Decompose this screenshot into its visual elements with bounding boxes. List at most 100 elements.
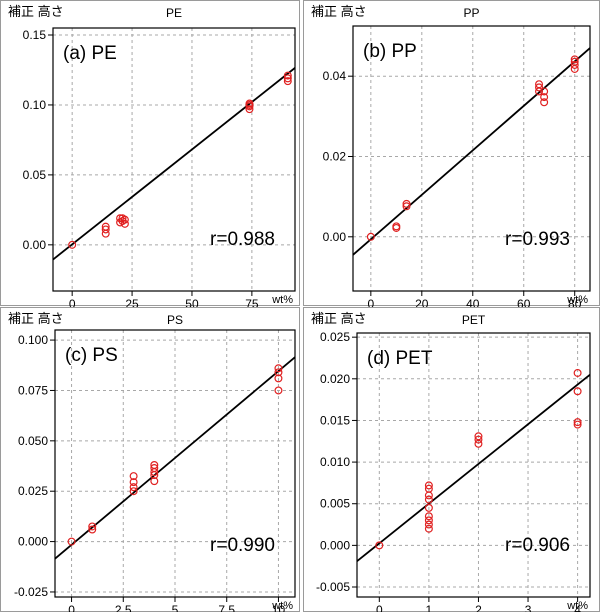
y-tick-label: 0.05 xyxy=(23,168,47,182)
x-tick-label: 3 xyxy=(525,603,532,612)
x-tick-label: 0 xyxy=(367,297,374,311)
y-tick-label: 0.000 xyxy=(320,538,350,552)
data-point xyxy=(150,477,159,486)
y-axis-label: 補正 高さ xyxy=(311,4,367,19)
plot-area-frame xyxy=(352,25,591,292)
data-point xyxy=(88,522,97,531)
data-point xyxy=(535,83,544,92)
plot-area-frame xyxy=(356,332,591,598)
data-point xyxy=(424,524,433,533)
y-tick-label: -0.025 xyxy=(14,585,48,599)
data-point xyxy=(474,432,483,441)
correlation-label: r=0.988 xyxy=(210,229,275,250)
fit-line xyxy=(352,47,591,256)
data-point xyxy=(573,420,582,429)
data-point xyxy=(283,74,292,83)
x-tick-label: 5 xyxy=(172,603,179,612)
data-point xyxy=(474,439,483,448)
plot-area-frame xyxy=(52,27,296,292)
data-point xyxy=(129,487,138,496)
chart-panel-3: PS 補正 高さ 0 2.5 5 7.5 10 -0.025 0.000 0.025 0.050 0.… xyxy=(0,307,300,612)
correlation-label: r=0.993 xyxy=(505,229,570,250)
y-tick-label: 0.025 xyxy=(320,330,350,344)
correlation-label: r=0.990 xyxy=(210,535,275,556)
x-tick-label: 0 xyxy=(68,603,75,612)
y-tick-label: -0.005 xyxy=(316,580,350,594)
data-point xyxy=(366,232,375,241)
data-point xyxy=(129,483,138,492)
data-point xyxy=(424,495,433,504)
y-tick-label: 0.020 xyxy=(320,372,350,386)
data-point xyxy=(68,240,77,249)
panel-frame xyxy=(0,0,300,306)
x-tick-label: 2 xyxy=(475,603,482,612)
panel-label: (d) PET xyxy=(367,348,433,369)
x-tick-label: 0 xyxy=(69,297,76,311)
chart-title: PE xyxy=(166,6,182,20)
correlation-label: r=0.906 xyxy=(505,535,570,556)
data-point xyxy=(88,525,97,534)
x-axis-unit: wt% xyxy=(271,600,293,612)
y-tick-label: 0.050 xyxy=(18,434,48,448)
y-tick-label: 0.005 xyxy=(320,497,350,511)
y-tick-label: 0.00 xyxy=(323,230,347,244)
y-tick-label: 0.025 xyxy=(18,484,48,498)
x-tick-label: 0 xyxy=(376,603,383,612)
data-point xyxy=(540,87,549,96)
y-tick-label: 0.075 xyxy=(18,383,48,397)
data-point xyxy=(570,60,579,69)
x-tick-label: 7.5 xyxy=(218,603,235,612)
panel-background xyxy=(0,0,300,306)
data-point xyxy=(402,199,411,208)
data-point xyxy=(474,435,483,444)
x-axis-unit: wt% xyxy=(271,294,293,306)
x-tick-label: 1 xyxy=(426,603,433,612)
y-tick-label: 0.000 xyxy=(18,535,48,549)
data-point xyxy=(283,71,292,80)
data-point xyxy=(573,387,582,396)
data-point xyxy=(424,503,433,512)
data-point xyxy=(274,368,283,377)
data-point xyxy=(120,219,129,228)
panel-background xyxy=(303,307,600,612)
data-point xyxy=(67,537,76,546)
data-point xyxy=(129,472,138,481)
panel-label: (c) PS xyxy=(65,345,118,366)
data-point xyxy=(245,105,254,114)
data-point xyxy=(101,222,110,231)
data-point xyxy=(424,512,433,521)
data-point xyxy=(274,374,283,383)
data-point xyxy=(570,55,579,64)
y-tick-label: 0.010 xyxy=(320,455,350,469)
data-point xyxy=(540,93,549,102)
x-tick-label: 4 xyxy=(574,603,581,612)
data-point xyxy=(129,478,138,487)
data-point xyxy=(120,215,129,224)
data-point xyxy=(283,77,292,86)
y-tick-label: 0.00 xyxy=(23,238,47,252)
data-point xyxy=(570,57,579,66)
chart-title: PP xyxy=(463,6,479,20)
y-tick-label: 0.04 xyxy=(323,69,347,83)
data-point xyxy=(424,520,433,529)
data-point xyxy=(150,464,159,473)
chart-title: PS xyxy=(167,313,183,327)
data-point xyxy=(150,461,159,470)
y-axis-label: 補正 高さ xyxy=(8,311,64,326)
data-point xyxy=(101,225,110,234)
panel-background xyxy=(303,0,600,306)
data-point xyxy=(274,386,283,395)
data-point xyxy=(535,80,544,89)
y-tick-label: 0.100 xyxy=(18,333,48,347)
chart-title: PET xyxy=(462,313,486,327)
plot-area-frame xyxy=(54,329,296,598)
y-tick-label: 0.02 xyxy=(323,149,347,163)
chart-panel-4: PET 補正 高さ 0 1 2 3 4 -0.005 0.000 0.005 0.010 0.015 0… xyxy=(303,307,600,612)
data-point xyxy=(540,98,549,107)
data-point xyxy=(573,368,582,377)
data-point xyxy=(402,202,411,211)
fit-line xyxy=(356,373,591,562)
